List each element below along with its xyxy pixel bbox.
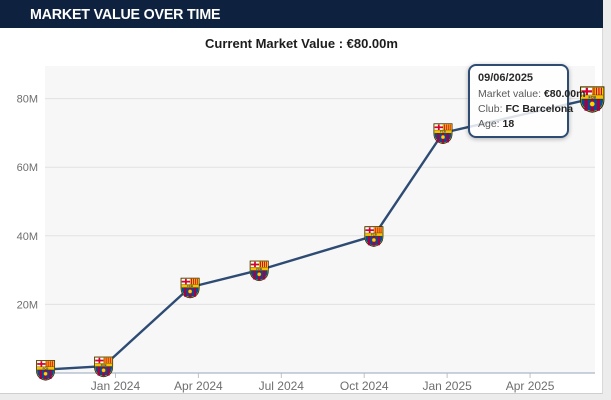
x-axis-tick-label: Jan 2024 bbox=[91, 379, 141, 393]
data-point-crest-icon[interactable] bbox=[180, 277, 200, 299]
x-axis-tick-label: Apr 2025 bbox=[506, 379, 555, 393]
data-point-crest-icon[interactable] bbox=[36, 360, 56, 381]
tooltip-date: 09/06/2025 bbox=[478, 72, 534, 84]
tooltip-club-row: Club: FC Barcelona bbox=[478, 103, 574, 116]
y-axis-tick-label: 80M bbox=[17, 94, 38, 106]
data-point-crest-icon[interactable] bbox=[249, 260, 269, 282]
data-point-crest-icon[interactable] bbox=[364, 226, 384, 247]
chart-card: MARKET VALUE OVER TIME Current Market Va… bbox=[0, 0, 605, 394]
x-axis-tick-label: Jul 2024 bbox=[259, 379, 305, 393]
tooltip: 09/06/2025 Market value: €80.00m Club: F… bbox=[468, 64, 586, 139]
y-axis-tick-label: 20M bbox=[17, 299, 38, 311]
header-bar: MARKET VALUE OVER TIME bbox=[0, 0, 603, 28]
y-axis-tick-label: 40M bbox=[17, 231, 38, 243]
current-market-value-text: Current Market Value : €80.00m bbox=[205, 36, 398, 51]
x-axis-tick-label: Oct 2024 bbox=[340, 379, 389, 393]
tooltip-age-row: Age: 18 bbox=[478, 117, 515, 130]
y-axis-tick-label: 60M bbox=[17, 162, 38, 174]
x-axis-tick-label: Jan 2025 bbox=[422, 379, 472, 393]
data-point-crest-icon[interactable] bbox=[433, 123, 453, 144]
x-axis-tick-label: Apr 2024 bbox=[174, 379, 223, 393]
page-title: MARKET VALUE OVER TIME bbox=[30, 5, 221, 23]
data-point-crest-icon[interactable] bbox=[94, 356, 114, 378]
tooltip-market-value-row: Market value: €80.00m bbox=[478, 88, 586, 101]
